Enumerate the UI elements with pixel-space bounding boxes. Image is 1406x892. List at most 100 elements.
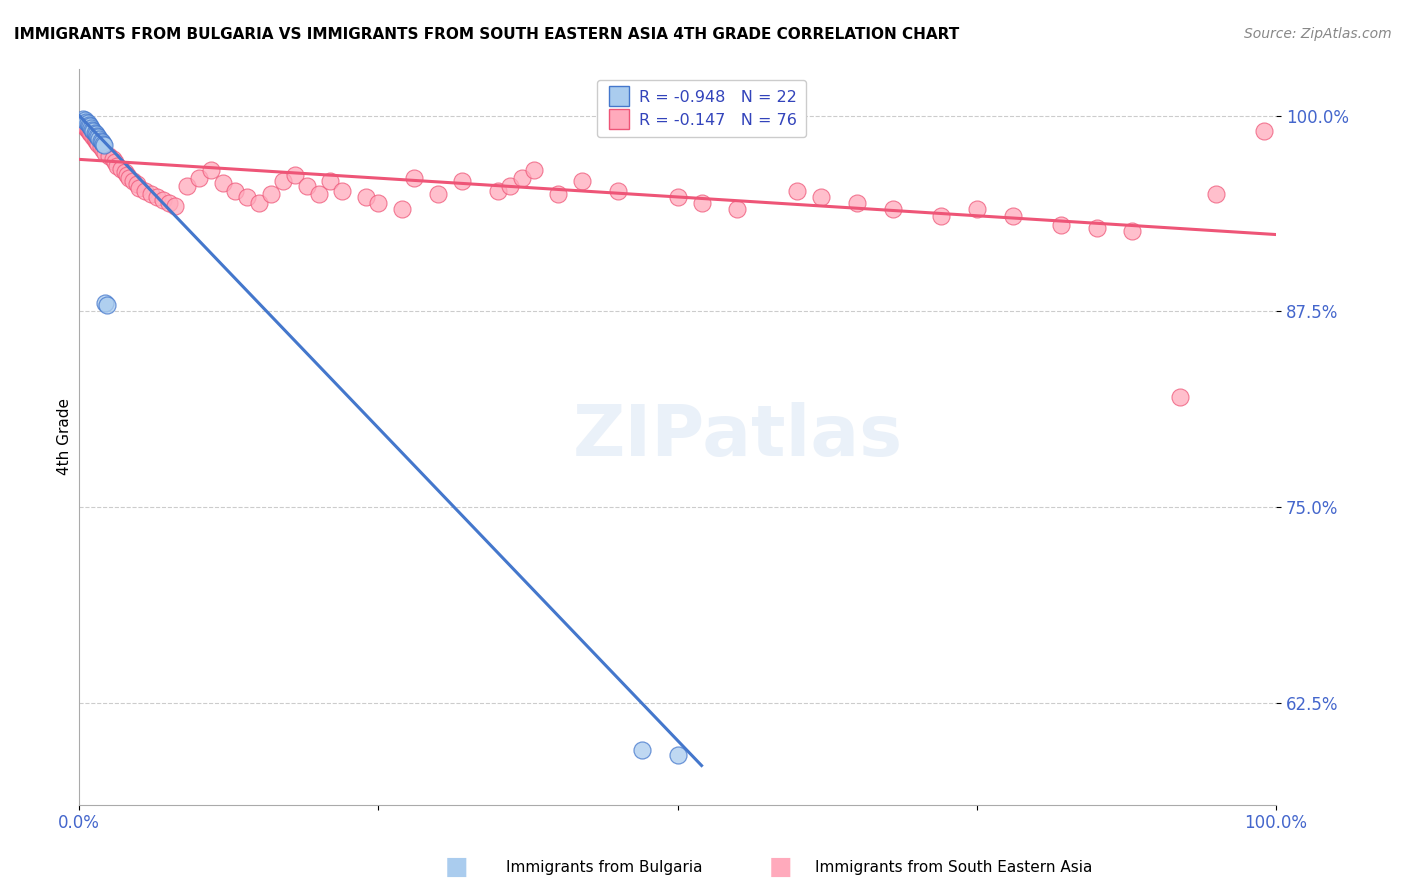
Point: [332, 184, 354, 198]
Point: [211, 176, 233, 190]
Point: [118, 171, 141, 186]
Point: [101, 153, 124, 167]
Point: [79, 126, 101, 140]
Point: [104, 155, 127, 169]
Point: [98, 149, 121, 163]
Point: [84, 134, 107, 148]
Point: [122, 174, 145, 188]
Point: [451, 174, 474, 188]
Point: [510, 171, 533, 186]
Point: [90, 140, 112, 154]
Point: [547, 186, 569, 201]
Point: [571, 174, 593, 188]
Point: [83, 132, 105, 146]
Point: [90, 135, 112, 149]
Point: [139, 186, 162, 201]
Point: [94, 296, 117, 310]
Text: Source: ZipAtlas.com: Source: ZipAtlas.com: [1244, 27, 1392, 41]
Point: [82, 124, 104, 138]
Point: [157, 196, 180, 211]
Point: [427, 186, 450, 201]
Point: [247, 196, 270, 211]
Point: [82, 130, 104, 145]
Point: [523, 163, 546, 178]
Point: [80, 121, 103, 136]
Point: [176, 179, 198, 194]
Point: [666, 747, 689, 762]
Point: [72, 112, 94, 126]
Point: [308, 186, 330, 201]
Point: [146, 190, 169, 204]
Point: [94, 146, 117, 161]
Point: [72, 116, 94, 130]
Point: [367, 196, 389, 211]
Point: [391, 202, 413, 217]
Point: [125, 178, 148, 192]
Point: [114, 165, 136, 179]
Point: [134, 184, 156, 198]
Point: [200, 163, 222, 178]
Point: [810, 190, 832, 204]
Point: [79, 120, 101, 134]
Point: [77, 118, 100, 132]
Point: [76, 122, 98, 136]
Point: [86, 128, 108, 143]
Point: [630, 743, 652, 757]
Point: [786, 184, 808, 198]
Point: [87, 130, 110, 145]
Point: [77, 124, 100, 138]
Text: Immigrants from South Eastern Asia: Immigrants from South Eastern Asia: [815, 860, 1092, 874]
Y-axis label: 4th Grade: 4th Grade: [58, 398, 72, 475]
Point: [80, 128, 103, 142]
Point: [271, 174, 294, 188]
Text: ZIPatlas: ZIPatlas: [572, 402, 903, 471]
Point: [76, 116, 98, 130]
Text: ■: ■: [446, 855, 468, 879]
Point: [259, 186, 281, 201]
Point: [96, 298, 118, 312]
Point: [486, 184, 509, 198]
Point: [75, 121, 97, 136]
Point: [83, 126, 105, 140]
Legend: R = -0.948   N = 22, R = -0.147   N = 76: R = -0.948 N = 22, R = -0.147 N = 76: [598, 80, 806, 137]
Point: [319, 174, 342, 188]
Point: [224, 184, 246, 198]
Point: [187, 171, 209, 186]
Point: [404, 171, 426, 186]
Point: [1170, 391, 1192, 405]
Point: [86, 135, 108, 149]
Point: [82, 122, 104, 136]
Point: [499, 179, 522, 194]
Point: [1121, 224, 1143, 238]
Point: [110, 161, 132, 176]
Point: [1205, 186, 1227, 201]
Point: [73, 118, 96, 132]
Point: [89, 132, 111, 146]
Point: [1049, 218, 1071, 232]
Point: [84, 128, 107, 142]
Point: [929, 209, 952, 223]
Point: [690, 196, 713, 211]
Point: [727, 202, 749, 217]
Point: [295, 179, 318, 194]
Point: [163, 199, 186, 213]
Point: [966, 202, 988, 217]
Point: [1253, 124, 1275, 138]
Point: [75, 120, 97, 134]
Point: [128, 180, 150, 194]
Point: [75, 115, 97, 129]
Point: [284, 168, 307, 182]
Point: [882, 202, 904, 217]
Point: [75, 113, 97, 128]
Point: [115, 168, 138, 182]
Point: [606, 184, 628, 198]
Point: [91, 136, 114, 151]
Point: [87, 136, 110, 151]
Text: ■: ■: [769, 855, 792, 879]
Point: [1001, 209, 1024, 223]
Point: [846, 196, 869, 211]
Point: [356, 190, 378, 204]
Point: [107, 159, 129, 173]
Point: [666, 190, 689, 204]
Text: IMMIGRANTS FROM BULGARIA VS IMMIGRANTS FROM SOUTH EASTERN ASIA 4TH GRADE CORRELA: IMMIGRANTS FROM BULGARIA VS IMMIGRANTS F…: [14, 27, 959, 42]
